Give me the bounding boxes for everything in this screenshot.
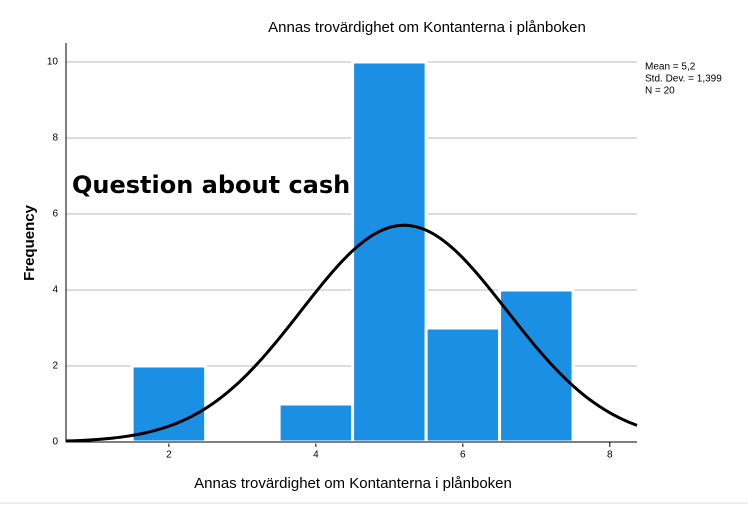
stats-label: Std. Dev. = 1,399 <box>645 74 722 85</box>
x-tick-label: 8 <box>607 450 613 461</box>
y-tick-label: 0 <box>52 437 58 448</box>
y-tick-label: 10 <box>47 57 59 68</box>
normal-curve <box>65 223 638 443</box>
bar <box>424 326 502 444</box>
bar <box>351 60 428 444</box>
y-axis-label: Frequency <box>21 204 38 281</box>
bar <box>498 288 575 444</box>
x-tick-label: 4 <box>313 450 319 461</box>
chart-title: Annas trovärdighet om Kontanterna i plån… <box>268 19 586 36</box>
bar <box>130 364 208 444</box>
y-tick-label: 2 <box>52 361 58 372</box>
x-tick-label: 2 <box>166 450 172 461</box>
stats-label: N = 20 <box>645 86 675 97</box>
x-tick-label: 6 <box>460 450 466 461</box>
x-axis-label: Annas trovärdighet om Kontanterna i plån… <box>194 475 512 492</box>
annotation: Question about cash <box>72 171 350 199</box>
y-tick-label: 6 <box>52 209 58 220</box>
stats-label: Mean = 5,2 <box>645 62 696 73</box>
y-tick-label: 4 <box>52 285 58 296</box>
y-tick-label: 8 <box>52 133 58 144</box>
bar <box>277 402 355 444</box>
